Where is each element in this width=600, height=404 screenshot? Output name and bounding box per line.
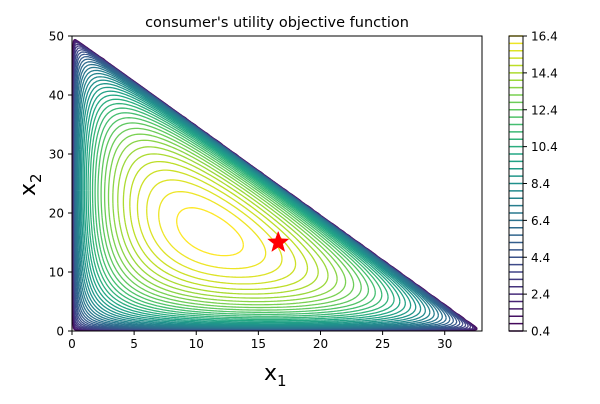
x-tick-label: 0 bbox=[68, 337, 76, 351]
contour-line-32 bbox=[107, 133, 347, 306]
y-tick-label: 30 bbox=[49, 148, 64, 162]
plot-frame bbox=[71, 35, 483, 332]
colorbar-tick-label: 2.4 bbox=[531, 288, 550, 302]
colorbar-tick-label: 0.4 bbox=[531, 325, 550, 339]
y-axis-label-subscript: 2 bbox=[27, 173, 45, 183]
colorbar-tick-label: 6.4 bbox=[531, 214, 550, 228]
contour-line-28 bbox=[94, 112, 376, 316]
contour-line-20 bbox=[79, 79, 422, 326]
colorbar-ticks: 0.4 2.4 4.4 6.4 8.4 10.4 12.4 14.4 16.4 bbox=[523, 30, 558, 339]
y-axis-label: x2 bbox=[16, 173, 45, 196]
y-tick-label: 20 bbox=[49, 207, 64, 221]
contour-line-35 bbox=[122, 153, 319, 295]
y-tick-label: 50 bbox=[49, 30, 64, 44]
contour-line-33 bbox=[112, 139, 338, 303]
x-axis-ticks: 0 5 10 15 20 25 30 bbox=[68, 331, 452, 351]
colorbar-tick-label: 4.4 bbox=[531, 251, 550, 265]
contour-line-36 bbox=[129, 160, 309, 291]
x-tick-label: 30 bbox=[437, 337, 452, 351]
optimum-star-marker bbox=[267, 230, 290, 252]
contour-line-25 bbox=[87, 98, 395, 321]
contour-line-31 bbox=[103, 127, 355, 309]
y-tick-label: 40 bbox=[49, 89, 64, 103]
x-axis-label-main: x bbox=[264, 361, 277, 386]
colorbar-tick-label: 16.4 bbox=[531, 30, 558, 44]
colorbar-tick-label: 8.4 bbox=[531, 177, 550, 191]
x-tick-label: 10 bbox=[189, 337, 204, 351]
x-axis-label: x1 bbox=[264, 361, 287, 390]
colorbar-tick-label: 12.4 bbox=[531, 103, 558, 117]
contour-line-21 bbox=[80, 83, 417, 325]
y-axis-label-main: x bbox=[16, 183, 41, 196]
contour-line-22 bbox=[82, 86, 412, 324]
colorbar-tick-label: 10.4 bbox=[531, 140, 558, 154]
y-tick-label: 10 bbox=[49, 266, 64, 280]
chart-title: consumer's utility objective function bbox=[145, 15, 409, 31]
y-tick-label: 0 bbox=[56, 325, 64, 339]
contour-line-27 bbox=[91, 107, 383, 317]
contour-line-24 bbox=[85, 94, 401, 322]
y-axis-ticks: 0 10 20 30 40 50 bbox=[49, 30, 72, 339]
marker-layer bbox=[267, 230, 290, 252]
x-tick-label: 5 bbox=[130, 337, 138, 351]
contour-line-26 bbox=[89, 102, 389, 319]
contour-line-19 bbox=[78, 76, 427, 327]
contour-line-34 bbox=[117, 146, 329, 299]
x-axis-label-subscript: 1 bbox=[277, 372, 287, 390]
contour-line-29 bbox=[97, 117, 370, 313]
contour-line-18 bbox=[77, 72, 431, 328]
x-tick-label: 20 bbox=[313, 337, 328, 351]
colorbar bbox=[509, 35, 523, 332]
colorbar-tick-label: 14.4 bbox=[531, 66, 558, 80]
contour-line-39 bbox=[158, 190, 267, 270]
x-tick-label: 15 bbox=[251, 337, 266, 351]
contour-line-38 bbox=[146, 179, 283, 278]
x-tick-label: 25 bbox=[375, 337, 390, 351]
contour-line-23 bbox=[83, 90, 406, 323]
contour-line-40 bbox=[176, 207, 245, 257]
contour-line-30 bbox=[100, 122, 362, 311]
contour-layer bbox=[72, 38, 478, 331]
